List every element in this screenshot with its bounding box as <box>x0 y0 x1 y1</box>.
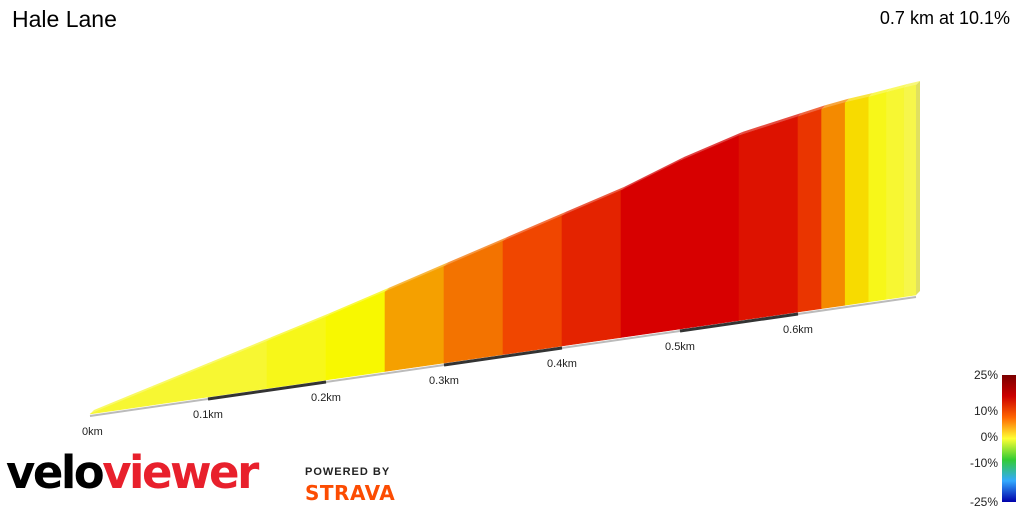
profile-segment <box>821 102 846 309</box>
profile-segment <box>325 291 386 381</box>
profile-top-face <box>739 112 802 136</box>
profile-top-edge <box>90 81 920 414</box>
powered-by-text: POWERED BY <box>305 466 391 478</box>
profile-top-face <box>326 287 389 317</box>
profile-segment <box>443 240 504 364</box>
profile-top-face <box>90 385 153 414</box>
distance-tick-labels: 0km 0.1km 0.2km 0.3km 0.4km 0.5km 0.6km <box>82 324 813 438</box>
profile-top-face <box>904 81 920 88</box>
profile-top-face <box>503 211 566 242</box>
distance-tick-label: 0.6km <box>783 324 813 336</box>
legend-label: 10% <box>974 404 998 418</box>
profile-segment <box>384 265 445 372</box>
profile-top-face <box>444 237 507 267</box>
distance-tick-label: 0.1km <box>193 409 223 421</box>
profile-segment <box>561 190 622 347</box>
distance-tick-label: 0.4km <box>547 358 577 370</box>
distance-bar <box>443 346 563 367</box>
route-summary: 0.7 km at 10.1% <box>879 8 1010 28</box>
profile-segment <box>620 160 681 338</box>
distance-bar <box>679 312 799 333</box>
legend-label: 25% <box>974 368 998 382</box>
profile-top-face <box>562 186 625 216</box>
profile-segment <box>679 135 740 330</box>
distance-bar <box>207 380 327 401</box>
profile-segment <box>868 92 887 303</box>
distance-axis <box>89 296 917 417</box>
profile-top-face <box>208 337 271 366</box>
profile-top-face <box>845 93 873 103</box>
distance-tick-label: 0.3km <box>429 375 459 387</box>
gradient-legend: 25% 10% 0% -10% -25% <box>970 368 1016 509</box>
profile-top-face <box>385 262 448 292</box>
route-title: Hale Lane <box>12 6 117 32</box>
legend-label: 0% <box>981 430 999 444</box>
profile-end-face <box>916 81 920 295</box>
profile-top-face <box>886 83 909 93</box>
profile-top-face <box>149 361 212 390</box>
profile-segment <box>797 108 822 313</box>
distance-tick-label: 0.2km <box>311 392 341 404</box>
profile-top-face <box>621 157 684 191</box>
profile-segments <box>89 84 917 415</box>
gradient-colorbar <box>1002 375 1016 502</box>
profile-segment <box>207 340 268 398</box>
distance-tick-label: 0.5km <box>665 341 695 353</box>
profile-segment <box>903 84 917 298</box>
strava-logo: STRAVA <box>305 481 396 505</box>
profile-segment <box>844 96 870 306</box>
legend-label: -10% <box>970 456 998 470</box>
profile-top-face <box>680 131 743 161</box>
profile-top-face <box>821 98 850 110</box>
veloviewer-logo: veloviewer <box>6 446 259 499</box>
profile-top-face <box>798 105 826 117</box>
profile-top-face <box>868 88 891 98</box>
profile-segment <box>886 87 905 300</box>
profile-segment <box>738 116 799 321</box>
distance-tick-label: 0km <box>82 426 103 438</box>
legend-label: -25% <box>970 495 998 509</box>
profile-top-face <box>267 313 330 342</box>
